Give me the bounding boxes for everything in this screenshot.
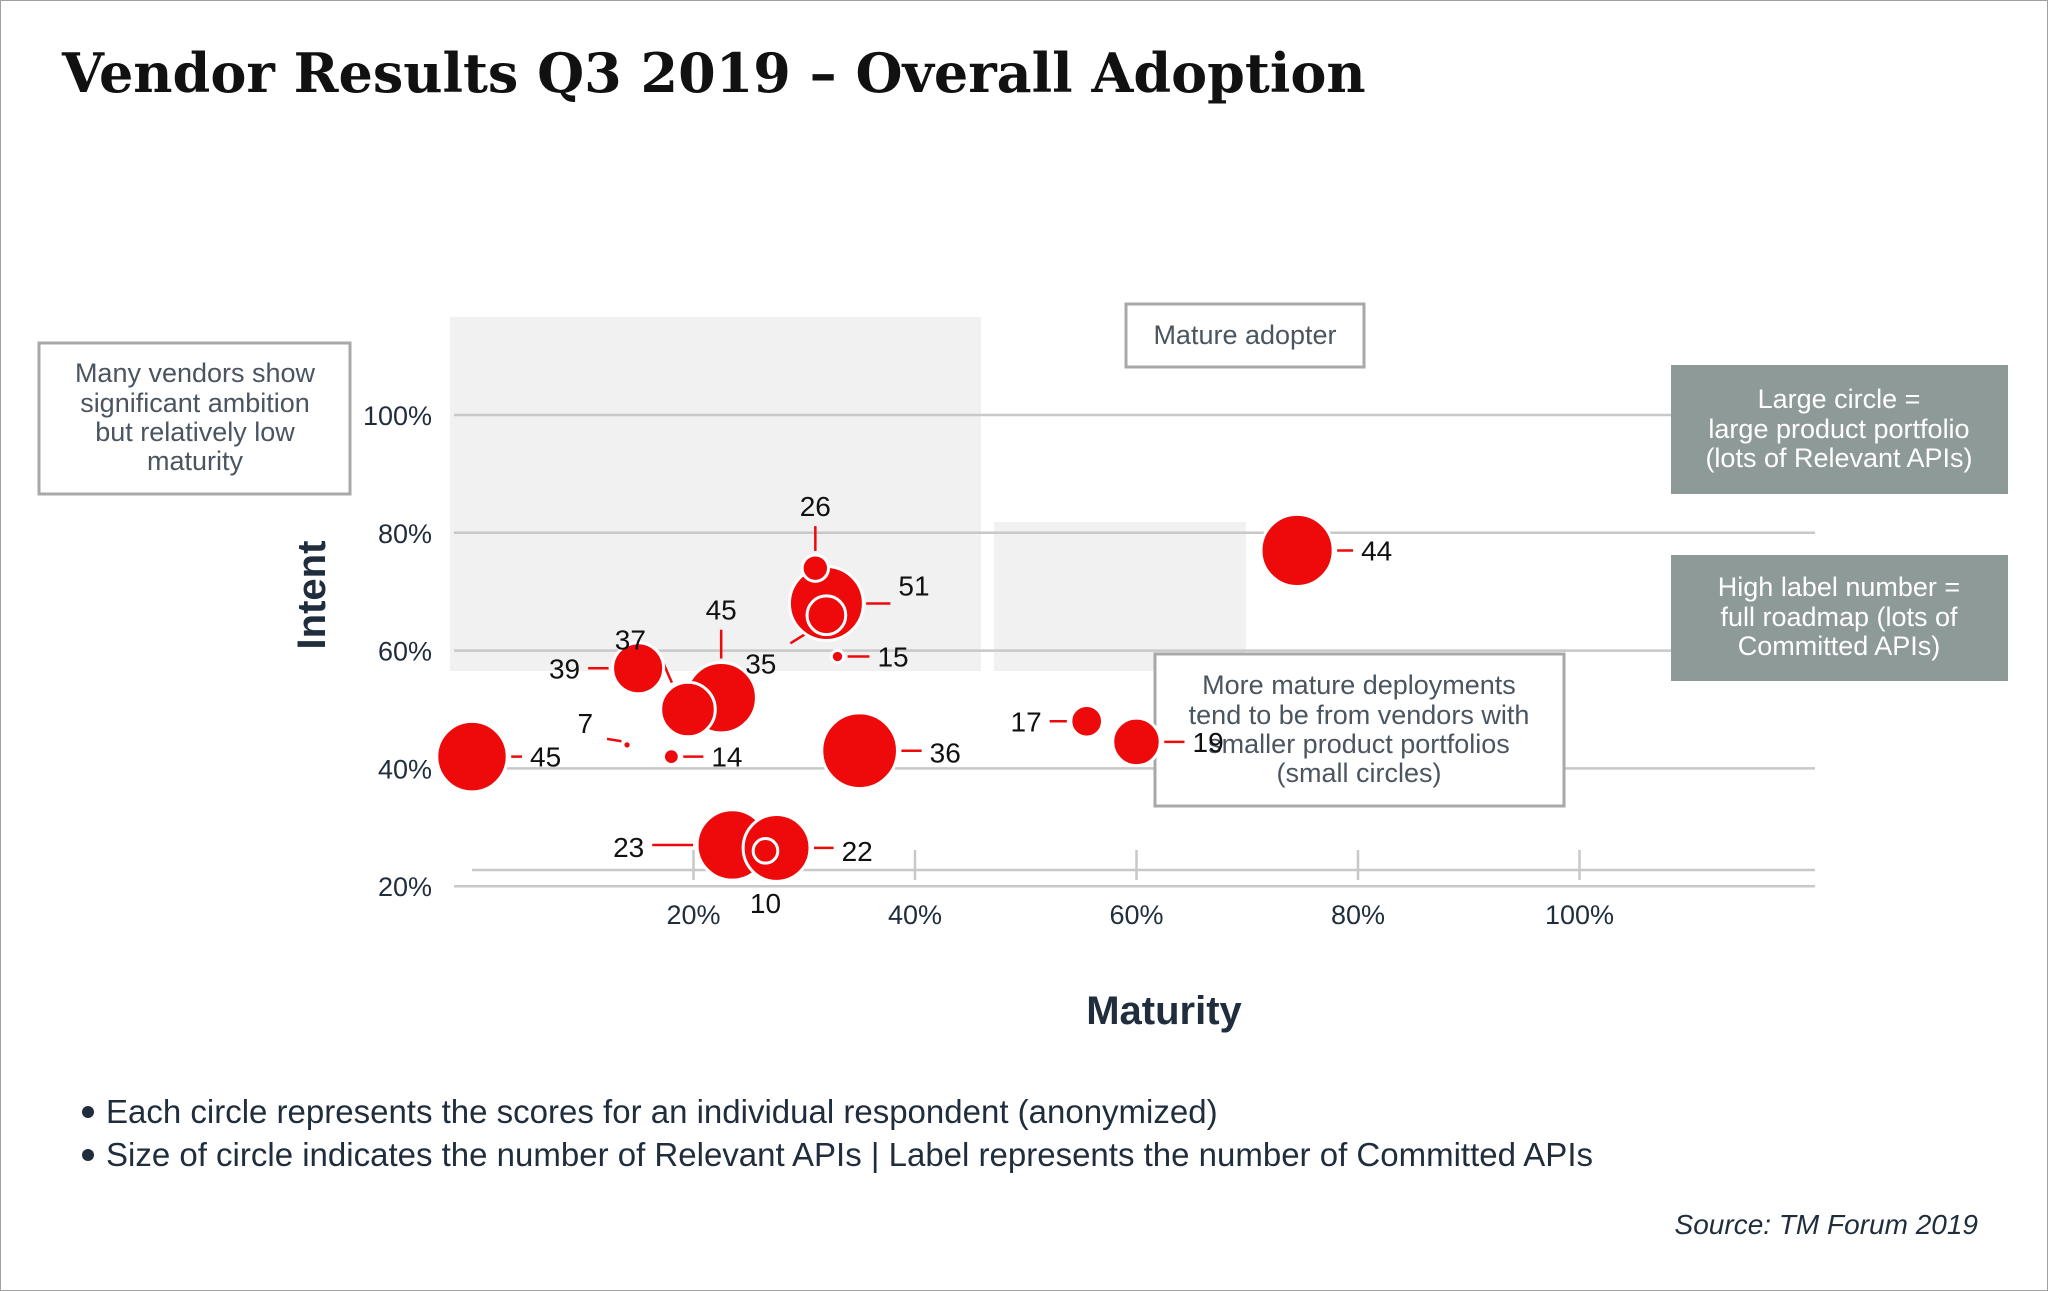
mature-adopter-note: Mature adopter [1124,302,1366,369]
y-tick-label: 40% [378,754,432,784]
y-tick-label: 100% [363,401,432,431]
left-note: Many vendors show significant ambition b… [37,341,352,496]
point-labels: 45 39 7 14 37 45 26 51 35 15 36 23 22 10 17 19 44 [530,491,1392,919]
footnote-bullet-1 [82,1106,94,1118]
deployments-note-line-4: (small circles) [1277,758,1442,788]
y-tick-label: 60% [378,637,432,667]
mature-adopter-box [1124,302,1366,369]
bubble [624,742,630,748]
y-axis: 20% 40% 60% 80% 100% [363,401,432,902]
y-axis-title: Intent [290,541,334,650]
x-axis-title: Maturity [1086,989,1242,1033]
label-connector [606,737,622,743]
label-connectors [511,526,1354,881]
x-tick-label: 40% [888,900,942,930]
point-label: 14 [711,742,742,773]
mid-maturity-region [994,522,1246,671]
x-axis: 20% 40% 60% 80% 100% [472,850,1815,930]
x-tick-label: 100% [1545,900,1614,930]
bubble [1111,716,1162,768]
point-label: 17 [1011,706,1042,737]
point-label: 10 [750,888,781,919]
x-tick-label: 20% [666,900,720,930]
point-label: 26 [800,491,831,522]
mature-adopter-label: Mature adopter [1153,320,1336,350]
deployments-note-line-2: tend to be from vendors with [1189,700,1530,730]
left-note-box [37,341,352,496]
bubble [435,719,509,794]
point-label: 15 [877,641,908,672]
legend-size-line-3: (lots of Relevant APIs) [1705,443,1972,473]
point-label: 51 [898,570,929,601]
left-note-line-4: maturity [147,446,244,476]
bubble [751,837,780,865]
bubble [1069,703,1105,739]
legend-label-box [1671,555,2008,681]
deployments-note-line-1: More mature deployments [1202,670,1516,700]
legend-size: Large circle = large product portfolio (… [1671,365,2008,494]
bubble [820,711,899,791]
y-tick-label: 20% [378,872,432,902]
y-gridlines [454,413,1815,888]
x-tick-label: 80% [1331,900,1385,930]
point-label: 39 [549,653,580,684]
legend-label-line-2: full roadmap (lots of [1720,602,1958,632]
legend-size-box [1671,365,2008,494]
deployments-note-line-3: smaller product portfolios [1208,729,1510,759]
legend-label-line-1: High label number = [1718,572,1960,602]
left-note-line-2: significant ambition [80,388,310,418]
bubble [800,553,831,583]
point-label: 35 [745,648,776,679]
footnote-2: Size of circle indicates the number of R… [106,1136,1593,1173]
point-label: 44 [1361,535,1392,566]
bubble [611,641,666,696]
bubble [805,594,848,637]
y-tick-label: 80% [378,519,432,549]
point-label: 22 [842,836,873,867]
bubble [1259,512,1335,589]
legend-size-line-1: Large circle = [1758,384,1921,414]
legend-label-line-3: Committed APIs) [1738,631,1941,661]
point-label: 37 [615,625,646,656]
bubble [659,680,717,739]
point-label: 36 [930,738,961,769]
bubble [661,747,681,767]
point-label: 23 [613,832,644,863]
source-note: Source: TM Forum 2019 [1675,1209,1978,1240]
point-label: 7 [577,708,593,739]
footnote-1: Each circle represents the scores for an… [106,1093,1218,1130]
point-label: 45 [706,595,737,626]
bubbles [435,512,1335,883]
x-tick-label: 60% [1109,900,1163,930]
chart-title: Vendor Results Q3 2019 – Overall Adoptio… [61,41,1366,105]
deployments-note: More mature deployments tend to be from … [1153,652,1566,808]
bubble [829,648,846,665]
legend-label: High label number = full roadmap (lots o… [1671,555,2008,681]
left-note-line-1: Many vendors show [75,358,316,388]
point-label: 19 [1193,727,1224,758]
legend-size-line-2: large product portfolio [1708,414,1969,444]
footnote-bullet-2 [82,1149,94,1161]
left-note-line-3: but relatively low [95,417,295,447]
deployments-note-box [1153,652,1566,808]
low-maturity-region [450,317,981,671]
point-label: 45 [530,742,561,773]
